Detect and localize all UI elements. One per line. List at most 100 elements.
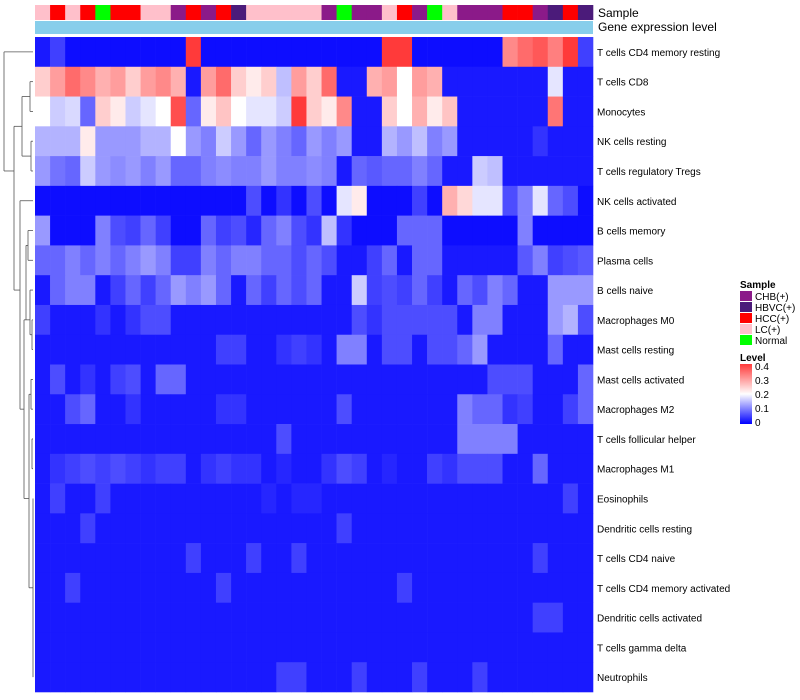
cell-r18-c4 <box>95 572 111 603</box>
cell-r6-c9 <box>170 215 187 246</box>
cell-r0-c14 <box>246 37 262 68</box>
cell-r12-c15 <box>261 394 277 425</box>
cell-r9-c18 <box>306 304 322 336</box>
cell-r10-c20 <box>336 334 353 365</box>
cell-r15-c30 <box>487 483 503 514</box>
cell-r21-c21 <box>351 662 368 693</box>
cell-r8-c14 <box>246 275 262 306</box>
cell-r7-c6 <box>125 245 141 276</box>
cell-r14-c6 <box>125 453 141 484</box>
cell-r14-c16 <box>276 453 292 484</box>
cell-r5-c4 <box>95 185 111 216</box>
cell-r21-c26 <box>427 662 443 693</box>
cell-r12-c19 <box>321 394 337 425</box>
cell-r10-c17 <box>291 334 307 365</box>
sample-cell-4 <box>95 5 111 20</box>
cell-r8-c29 <box>472 275 488 306</box>
cell-r1-c8 <box>155 66 172 97</box>
cell-r10-c7 <box>140 334 156 365</box>
cell-r6-c10 <box>185 215 202 246</box>
cell-r13-c32 <box>517 424 533 455</box>
cell-r4-c36 <box>577 156 594 187</box>
cell-r2-c30 <box>487 96 503 127</box>
cell-r19-c33 <box>532 602 549 633</box>
cell-r1-c12 <box>215 66 232 97</box>
cell-r8-c23 <box>381 275 398 306</box>
cell-r11-c16 <box>276 364 292 395</box>
cell-r7-c29 <box>472 245 488 276</box>
cell-r8-c21 <box>351 275 368 306</box>
cell-r4-c10 <box>185 156 202 187</box>
cell-r11-c8 <box>155 364 172 395</box>
cell-r1-c30 <box>487 66 503 97</box>
cell-r8-c24 <box>396 275 413 306</box>
cell-r0-c13 <box>231 37 247 68</box>
cell-r4-c8 <box>155 156 172 187</box>
cell-r18-c22 <box>366 572 383 603</box>
cell-r15-c7 <box>140 483 156 514</box>
sample-cell-27 <box>442 5 458 20</box>
cell-r14-c0 <box>35 453 51 484</box>
cell-r11-c22 <box>366 364 383 395</box>
cell-r14-c13 <box>231 453 247 484</box>
cell-r19-c19 <box>321 602 337 633</box>
cell-r0-c23 <box>381 37 398 68</box>
cell-r1-c31 <box>502 66 518 97</box>
cell-r14-c29 <box>472 453 488 484</box>
cell-r4-c0 <box>35 156 51 187</box>
cell-r9-c23 <box>381 304 398 336</box>
cell-r3-c30 <box>487 126 503 157</box>
cell-r2-c9 <box>170 96 187 127</box>
sample-cell-31 <box>502 5 518 20</box>
cell-r3-c28 <box>457 126 473 157</box>
cell-r18-c16 <box>276 572 292 603</box>
cell-r13-c15 <box>261 424 277 455</box>
cell-r10-c11 <box>200 334 217 365</box>
cell-r18-c27 <box>442 572 458 603</box>
cell-r18-c14 <box>246 572 262 603</box>
cell-r4-c11 <box>200 156 217 187</box>
cell-r18-c9 <box>170 572 187 603</box>
cell-r1-c28 <box>457 66 473 97</box>
cell-r19-c4 <box>95 602 111 633</box>
cell-r9-c24 <box>396 304 413 336</box>
cell-r3-c3 <box>80 126 96 157</box>
cell-r5-c31 <box>502 185 518 216</box>
cell-r18-c5 <box>110 572 126 603</box>
cell-r21-c1 <box>50 662 66 693</box>
cell-r16-c15 <box>261 513 277 544</box>
cell-r12-c18 <box>306 394 322 425</box>
cell-r7-c31 <box>502 245 518 276</box>
level-legend-tick-0: 0.4 <box>755 362 769 373</box>
cell-r12-c17 <box>291 394 307 425</box>
cell-r6-c5 <box>110 215 126 246</box>
cell-r2-c24 <box>396 96 413 127</box>
cell-r2-c13 <box>231 96 247 127</box>
cell-r16-c5 <box>110 513 126 544</box>
cell-r9-c27 <box>442 304 458 336</box>
cell-r2-c33 <box>532 96 549 127</box>
cell-r8-c27 <box>442 275 458 306</box>
cell-r15-c15 <box>261 483 277 514</box>
cell-r11-c11 <box>200 364 217 395</box>
cell-r21-c34 <box>547 662 564 693</box>
cell-r6-c25 <box>412 215 428 246</box>
cell-r0-c20 <box>336 37 353 68</box>
cell-r17-c5 <box>110 543 126 574</box>
cell-r1-c26 <box>427 66 443 97</box>
sample-cell-29 <box>472 5 488 20</box>
cell-r6-c35 <box>562 215 579 246</box>
cell-r9-c17 <box>291 304 307 336</box>
cell-r16-c27 <box>442 513 458 544</box>
cell-r8-c2 <box>65 275 81 306</box>
level-legend-tick-3: 0.1 <box>755 404 769 415</box>
row-label-16: Dendritic cells resting <box>597 524 692 535</box>
cell-r11-c14 <box>246 364 262 395</box>
cell-r19-c8 <box>155 602 172 633</box>
cell-r8-c26 <box>427 275 443 306</box>
cell-r10-c22 <box>366 334 383 365</box>
cell-r7-c24 <box>396 245 413 276</box>
cell-r6-c30 <box>487 215 503 246</box>
cell-r13-c5 <box>110 424 126 455</box>
cell-r13-c10 <box>185 424 202 455</box>
